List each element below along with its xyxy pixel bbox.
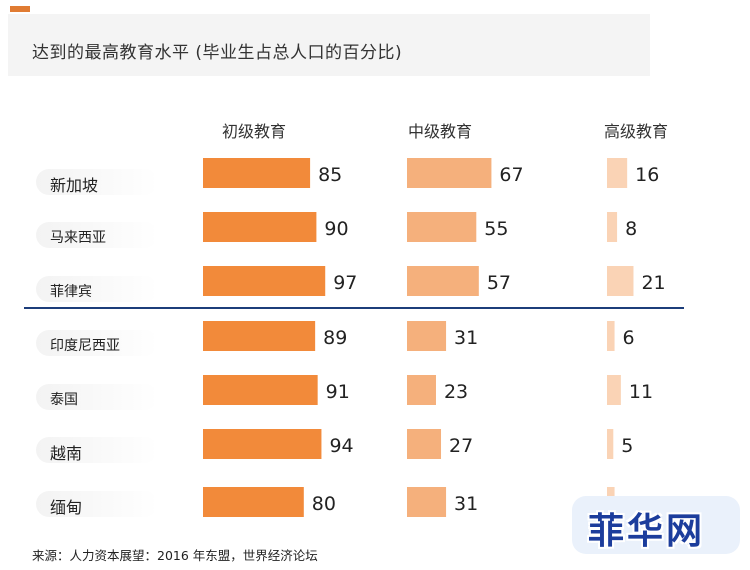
- row-label-background: [36, 222, 158, 248]
- row-label-myanmar: 缅甸: [50, 498, 83, 517]
- value-label-primary-2: 97: [333, 272, 357, 294]
- bar-secondary-3: [407, 321, 447, 351]
- bar-secondary-6: [407, 487, 447, 517]
- bar-tertiary-1: [607, 212, 618, 242]
- row-label-background: [36, 276, 158, 302]
- value-label-primary-3: 89: [323, 327, 347, 349]
- group-divider-line: [24, 307, 684, 309]
- row-label-vietnam: 越南: [50, 444, 83, 463]
- bar-primary-1: [203, 212, 317, 242]
- bar-secondary-2: [407, 266, 479, 296]
- bar-tertiary-2: [607, 266, 634, 296]
- value-label-secondary-4: 23: [444, 381, 468, 403]
- value-label-secondary-2: 57: [487, 272, 511, 294]
- watermark-text: 菲华网: [588, 511, 706, 552]
- bar-tertiary-0: [607, 158, 628, 188]
- value-label-secondary-5: 27: [449, 435, 473, 457]
- bar-primary-3: [203, 321, 316, 351]
- bar-secondary-1: [407, 212, 477, 242]
- value-label-primary-5: 94: [329, 435, 353, 457]
- row-label-background: [36, 491, 158, 517]
- title-accent-bar: [10, 6, 30, 12]
- row-label-background: [36, 437, 158, 463]
- bar-secondary-5: [407, 429, 442, 459]
- source-note: 来源：人力资本展望：2016 年东盟，世界经济论坛: [32, 548, 318, 563]
- value-label-tertiary-1: 8: [625, 218, 637, 240]
- value-label-tertiary-4: 11: [629, 381, 653, 403]
- value-label-tertiary-5: 5: [621, 435, 633, 457]
- value-label-primary-0: 85: [318, 164, 342, 186]
- value-label-primary-4: 91: [326, 381, 350, 403]
- bar-primary-4: [203, 375, 318, 405]
- chart-title: 达到的最高教育水平 (毕业生占总人口的百分比): [32, 43, 403, 63]
- bar-tertiary-4: [607, 375, 621, 405]
- value-label-secondary-6: 31: [454, 493, 478, 515]
- row-label-indonesia: 印度尼西亚: [50, 338, 120, 354]
- value-label-secondary-3: 31: [454, 327, 478, 349]
- value-label-tertiary-0: 16: [635, 164, 659, 186]
- value-label-secondary-1: 55: [484, 218, 508, 240]
- row-label-thailand: 泰国: [50, 392, 78, 408]
- bar-primary-0: [203, 158, 311, 188]
- row-label-background: [36, 384, 158, 410]
- row-label-philippines: 菲律宾: [50, 284, 92, 300]
- value-label-secondary-0: 67: [499, 164, 523, 186]
- bar-secondary-0: [407, 158, 492, 188]
- bar-tertiary-5: [607, 429, 614, 459]
- value-label-primary-1: 90: [324, 218, 348, 240]
- row-label-background: [36, 169, 158, 195]
- row-label-singapore: 新加坡: [50, 176, 99, 195]
- column-header-tertiary: 高级教育: [604, 122, 669, 141]
- column-header-primary: 初级教育: [222, 122, 287, 141]
- value-label-tertiary-2: 21: [641, 272, 665, 294]
- bar-secondary-4: [407, 375, 436, 405]
- title-band: [8, 14, 650, 76]
- bar-primary-2: [203, 266, 326, 296]
- watermark-background: [572, 496, 740, 554]
- bar-tertiary-3: [607, 321, 615, 351]
- column-header-secondary: 中级教育: [408, 122, 473, 141]
- value-label-primary-6: 80: [312, 493, 336, 515]
- watermark-logo: 菲华网: [572, 486, 740, 564]
- row-label-malaysia: 马来西亚: [50, 230, 106, 246]
- bar-primary-5: [203, 429, 322, 459]
- row-label-background: [36, 330, 158, 356]
- bar-primary-6: [203, 487, 304, 517]
- value-label-tertiary-3: 6: [623, 327, 635, 349]
